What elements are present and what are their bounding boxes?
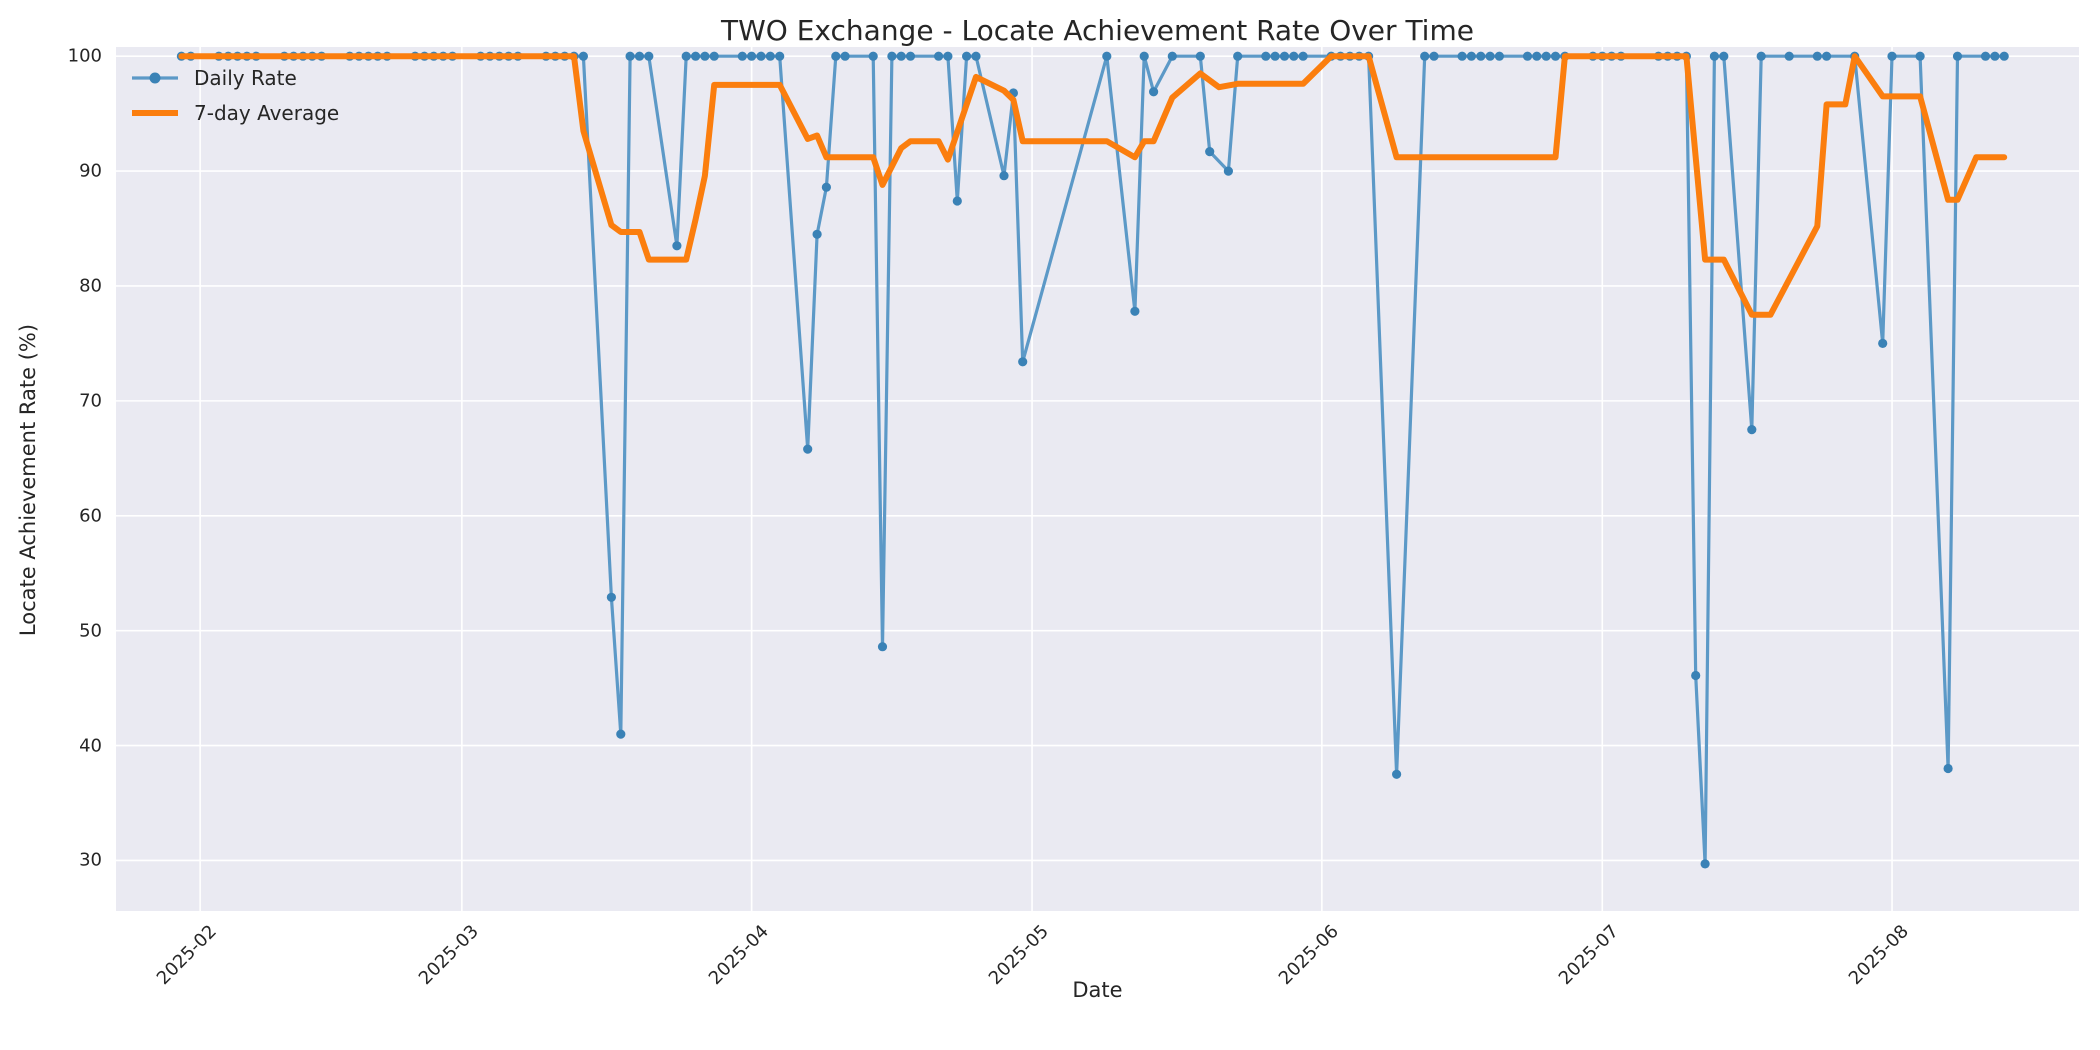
daily-rate-marker bbox=[1691, 670, 1701, 681]
seven-day-average-line bbox=[178, 53, 2008, 318]
daily-rate-marker bbox=[1102, 51, 1112, 61]
daily-rate-marker bbox=[1915, 51, 1925, 61]
daily-rate-marker bbox=[634, 51, 645, 61]
y-tick-label: 70 bbox=[79, 390, 102, 412]
average-line-icon bbox=[132, 109, 178, 116]
daily-rate-marker bbox=[737, 51, 747, 61]
daily-rate-marker bbox=[1289, 51, 1299, 61]
daily-rate-marker bbox=[1541, 51, 1551, 61]
daily-rate-marker bbox=[812, 229, 822, 239]
daily-rate-marker bbox=[840, 51, 850, 61]
daily-rate-marker bbox=[625, 51, 635, 61]
daily-rate-marker bbox=[672, 241, 682, 251]
daily-rate-marker bbox=[1747, 425, 1757, 435]
daily-rate-marker bbox=[1878, 338, 1888, 348]
daily-rate-marker bbox=[1952, 51, 1963, 61]
y-tick-label: 90 bbox=[79, 160, 102, 182]
daily-rate-marker bbox=[877, 642, 888, 652]
daily-rate-marker bbox=[971, 51, 981, 61]
daily-rate-marker bbox=[1420, 51, 1430, 61]
daily-rate-marker bbox=[616, 729, 626, 739]
daily-rate-marker bbox=[831, 51, 841, 61]
daily-rate-marker bbox=[1980, 51, 1991, 61]
daily-rate-marker bbox=[709, 51, 719, 61]
daily-rate-marker bbox=[1167, 51, 1177, 61]
y-axis-label: Locate Achievement Rate (%) bbox=[16, 323, 40, 637]
legend-item-daily-rate: Daily Rate bbox=[130, 60, 339, 95]
daily-rate-marker bbox=[1261, 51, 1271, 61]
daily-rate-marker bbox=[756, 51, 766, 61]
daily-rate-marker bbox=[1233, 51, 1243, 61]
daily-rate-marker bbox=[691, 51, 701, 61]
daily-rate-marker bbox=[1522, 51, 1533, 61]
legend: Daily Rate 7-day Average bbox=[130, 60, 339, 130]
daily-rate-marker bbox=[606, 592, 617, 602]
daily-rate-marker bbox=[887, 51, 897, 61]
daily-rate-marker bbox=[962, 51, 972, 61]
daily-rate-marker bbox=[1784, 51, 1794, 61]
daily-rate-marker bbox=[1494, 51, 1504, 61]
daily-rate-marker bbox=[1709, 51, 1719, 61]
daily-rate-marker bbox=[1476, 51, 1486, 61]
daily-rate-marker bbox=[1018, 357, 1028, 367]
daily-rate-marker bbox=[1887, 51, 1897, 61]
daily-rate-marker bbox=[1205, 147, 1215, 157]
daily-rate-marker bbox=[1223, 166, 1233, 176]
legend-label-7day-average: 7-day Average bbox=[194, 100, 340, 125]
daily-rate-marker bbox=[1550, 51, 1561, 61]
daily-rate-marker bbox=[681, 51, 691, 61]
daily-rate-marker bbox=[1999, 51, 2009, 61]
daily-rate-marker bbox=[868, 51, 878, 61]
y-tick-label: 100 bbox=[67, 45, 102, 67]
daily-rate-marker bbox=[1822, 51, 1832, 61]
daily-rate-marker bbox=[1700, 859, 1710, 869]
daily-rate-marker bbox=[803, 444, 813, 454]
y-tick-label: 40 bbox=[79, 735, 102, 757]
daily-rate-marker bbox=[1990, 51, 2000, 61]
legend-label-daily-rate: Daily Rate bbox=[194, 65, 297, 90]
daily-rate-marker bbox=[775, 51, 785, 61]
daily-rate-marker bbox=[999, 171, 1009, 181]
y-tick-label: 80 bbox=[79, 275, 102, 297]
y-tick-label: 30 bbox=[79, 849, 102, 871]
daily-rate-marker bbox=[1149, 87, 1159, 97]
daily-rate-marker bbox=[1812, 51, 1822, 61]
daily-rate-marker bbox=[934, 51, 944, 61]
y-tick-label: 50 bbox=[79, 620, 102, 642]
daily-rate-marker bbox=[1139, 51, 1149, 61]
daily-rate-marker bbox=[1298, 51, 1308, 61]
daily-rate-marker bbox=[821, 182, 832, 192]
daily-rate-marker bbox=[905, 51, 916, 61]
legend-item-7day-average: 7-day Average bbox=[130, 95, 339, 130]
daily-rate-marker bbox=[1485, 51, 1495, 61]
x-axis-label: Date bbox=[1072, 978, 1123, 1002]
daily-rate-marker bbox=[952, 196, 962, 206]
daily-rate-marker bbox=[578, 51, 589, 61]
daily-rate-marker bbox=[747, 51, 757, 61]
daily-rate-line-icon bbox=[132, 72, 178, 83]
daily-rate-marker bbox=[1279, 51, 1290, 61]
daily-rate-marker bbox=[1270, 51, 1280, 61]
daily-rate-marker bbox=[1457, 51, 1467, 61]
chart-title: TWO Exchange - Locate Achievement Rate O… bbox=[721, 14, 1474, 47]
daily-rate-marker bbox=[765, 51, 775, 61]
daily-rate-marker bbox=[943, 51, 953, 61]
daily-rate-marker bbox=[1195, 51, 1205, 61]
y-tick-label: 60 bbox=[79, 505, 102, 527]
daily-rate-marker bbox=[700, 51, 710, 61]
plot-background bbox=[116, 47, 2079, 911]
daily-rate-marker bbox=[1532, 51, 1542, 61]
daily-rate-marker bbox=[1943, 763, 1953, 774]
daily-rate-marker bbox=[1719, 51, 1729, 61]
daily-rate-marker bbox=[1130, 306, 1140, 316]
daily-rate-marker bbox=[1429, 51, 1439, 61]
daily-rate-marker bbox=[896, 51, 906, 61]
daily-rate-marker bbox=[644, 51, 654, 61]
daily-rate-marker bbox=[1756, 51, 1766, 61]
daily-rate-marker bbox=[1392, 769, 1402, 779]
daily-rate-marker bbox=[1466, 51, 1476, 61]
